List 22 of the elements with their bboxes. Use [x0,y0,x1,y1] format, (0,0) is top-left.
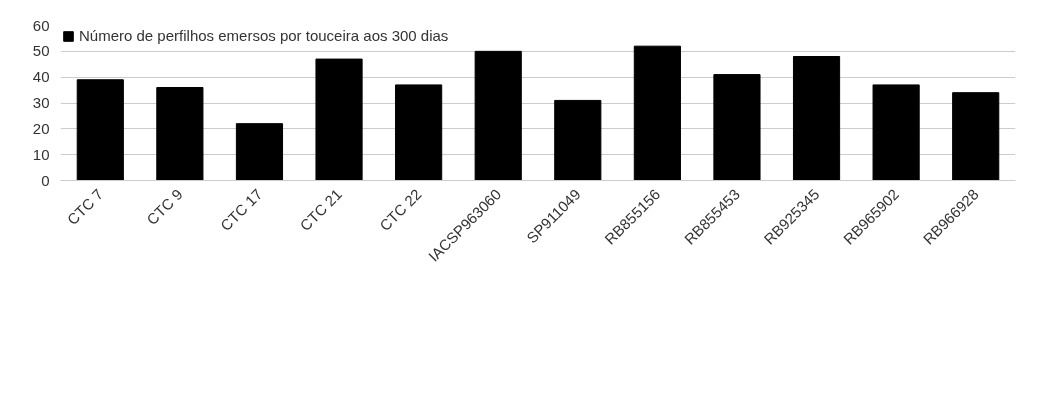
bar [792,56,841,181]
bar [156,87,204,181]
bar [872,84,920,181]
x-tick-label: CTC 9 [143,185,186,229]
bar [76,79,124,181]
bar [395,84,443,181]
y-tick-label: 40 [32,68,50,86]
y-tick-label: 50 [32,42,50,60]
x-tick-label: CTC 7 [63,185,107,229]
bar [315,58,363,181]
y-tick-label: 60 [32,16,50,34]
legend-label: Número de perfilhos emersos por touceira aos 300 dias [79,27,449,44]
bar [474,50,522,181]
y-tick-label: 10 [32,145,50,163]
y-tick-label: 20 [32,119,50,137]
bar [713,74,761,181]
bar [952,92,1000,181]
y-tick-label: 30 [32,94,50,111]
y-tick-label: 0 [41,171,50,189]
bar [235,123,284,181]
bar [633,45,681,181]
bar [554,99,602,181]
